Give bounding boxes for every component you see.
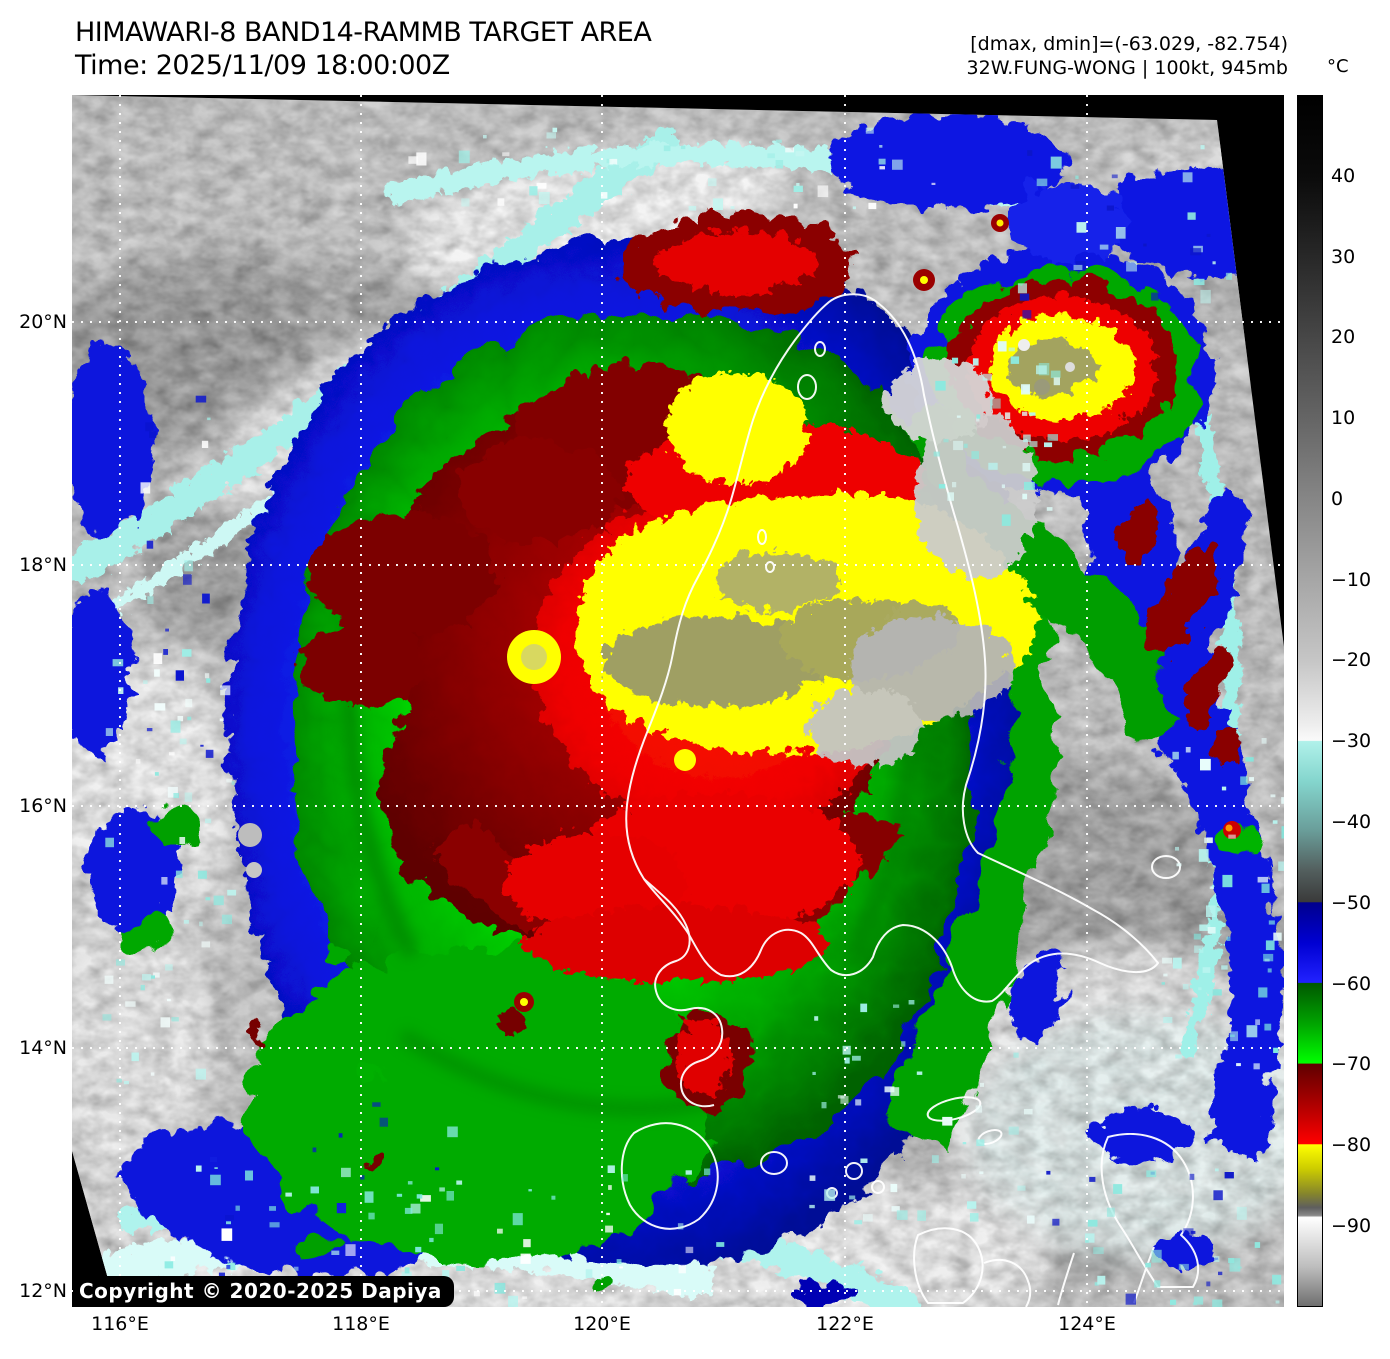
colorbar-tick-label: 30 [1331, 246, 1356, 268]
colorbar-tick-label: 20 [1331, 326, 1356, 348]
annotation-block: [dmax, dmin]=(-63.029, -82.754) 32W.FUNG… [967, 32, 1288, 80]
coastline-luzon [625, 293, 1159, 1003]
lon-label-124e: 124°E [1058, 1313, 1116, 1335]
lon-label-116e: 116°E [91, 1313, 149, 1335]
coastline-manila-bay [643, 878, 724, 1108]
colorbar-tick-label: −50 [1331, 892, 1372, 914]
grid-lines [72, 95, 1284, 1307]
coastline-negros [983, 1258, 1032, 1307]
coastline-marinduque [760, 1151, 788, 1175]
colorbar-unit-label: °C [1327, 56, 1349, 77]
title-block: HIMAWARI-8 BAND14-RAMMB TARGET AREA Time… [75, 16, 652, 82]
lon-label-118e: 118°E [332, 1313, 390, 1335]
colorbar-gradient [1298, 96, 1322, 1306]
lat-label-12n: 12°N [19, 1280, 67, 1302]
satellite-map [72, 95, 1284, 1307]
lat-label-16n: 16°N [19, 795, 67, 817]
colorbar-tick-label: −10 [1331, 569, 1372, 591]
coastline-panay [913, 1227, 984, 1304]
lat-label-18n: 18°N [19, 554, 67, 576]
small-convective-cells [238, 214, 1241, 1012]
storm-info-readout: 32W.FUNG-WONG | 100kt, 945mb [966, 57, 1288, 79]
colorbar-tick-label: −80 [1331, 1134, 1372, 1156]
coastline-cebu [1057, 1252, 1075, 1306]
coastline-catanduanes [1151, 855, 1181, 879]
colorbar-tick-label: −70 [1331, 1053, 1372, 1075]
cloud-speckles [102, 127, 1284, 1307]
lon-label-122e: 122°E [816, 1313, 874, 1335]
colorbar-tick-label: −60 [1331, 973, 1372, 995]
coastline-babuyan [797, 374, 817, 400]
coastline-masbate [926, 1096, 982, 1122]
coastline-mindoro [620, 1122, 719, 1230]
satellite-image [72, 95, 1284, 1307]
figure-timestamp: Time: 2025/11/09 18:00:00Z [75, 50, 450, 81]
lon-label-120e: 120°E [573, 1313, 631, 1335]
colorbar-tick-label: −30 [1331, 730, 1372, 752]
colorbar-tick-label: −90 [1331, 1215, 1372, 1237]
colorbar-tick-label: 0 [1331, 488, 1344, 510]
colorbar-tick-label: −40 [1331, 811, 1372, 833]
figure-title: HIMAWARI-8 BAND14-RAMMB TARGET AREA [75, 17, 652, 48]
lat-label-20n: 20°N [19, 311, 67, 333]
lat-label-14n: 14°N [19, 1037, 67, 1059]
copyright-badge: Copyright © 2020-2025 Dapiya [73, 1276, 454, 1307]
colorbar-tick-label: −20 [1331, 649, 1372, 671]
colorbar-tick-label: 40 [1331, 165, 1356, 187]
colorbar-tick-label: 10 [1331, 407, 1356, 429]
colorbar [1297, 95, 1323, 1307]
overshooting-tops-yellow [572, 311, 1130, 749]
dmax-dmin-readout: [dmax, dmin]=(-63.029, -82.754) [970, 33, 1288, 55]
